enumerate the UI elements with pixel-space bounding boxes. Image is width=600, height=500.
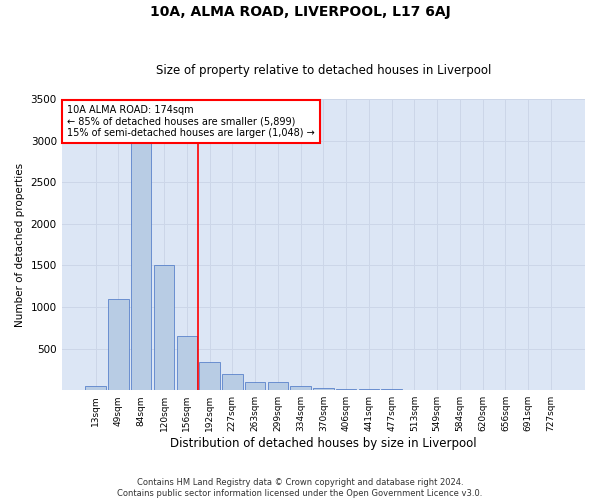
- Bar: [245, 382, 265, 390]
- Bar: [85, 386, 106, 390]
- Title: Size of property relative to detached houses in Liverpool: Size of property relative to detached ho…: [155, 64, 491, 77]
- Bar: [222, 374, 242, 390]
- Bar: [108, 298, 129, 390]
- Text: Contains HM Land Registry data © Crown copyright and database right 2024.
Contai: Contains HM Land Registry data © Crown c…: [118, 478, 482, 498]
- Bar: [268, 382, 288, 390]
- Y-axis label: Number of detached properties: Number of detached properties: [15, 162, 25, 326]
- Bar: [176, 336, 197, 390]
- X-axis label: Distribution of detached houses by size in Liverpool: Distribution of detached houses by size …: [170, 437, 476, 450]
- Bar: [382, 388, 402, 390]
- Bar: [131, 140, 151, 390]
- Bar: [336, 388, 356, 390]
- Bar: [154, 266, 174, 390]
- Text: 10A, ALMA ROAD, LIVERPOOL, L17 6AJ: 10A, ALMA ROAD, LIVERPOOL, L17 6AJ: [149, 5, 451, 19]
- Bar: [290, 386, 311, 390]
- Text: 10A ALMA ROAD: 174sqm
← 85% of detached houses are smaller (5,899)
15% of semi-d: 10A ALMA ROAD: 174sqm ← 85% of detached …: [67, 105, 314, 138]
- Bar: [199, 362, 220, 390]
- Bar: [313, 388, 334, 390]
